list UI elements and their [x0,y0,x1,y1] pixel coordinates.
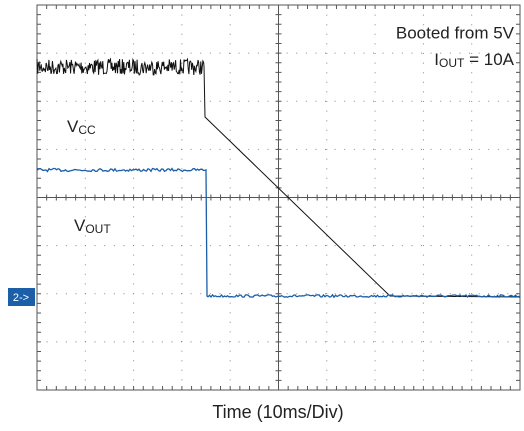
vcc-trace [36,57,521,298]
trace-label: VCC [67,117,96,137]
traces [36,57,521,299]
annotation-rest: = 10A [464,50,514,69]
trace-label-main: V [74,216,86,235]
annotation: Booted from 5V [396,23,515,42]
trace-label-sub: OUT [85,222,111,236]
grid [36,4,520,391]
annotation-main: I [434,50,439,69]
x-axis-label: Time (10ms/Div) [212,402,343,422]
channel-marker: 2-> [13,292,29,304]
vout-trace [36,167,521,299]
trace-label-main: V [67,117,79,136]
trace-label: VOUT [74,216,111,236]
trace-label-sub: CC [78,123,96,137]
annotation: IOUT = 10A [434,50,514,70]
channel-marker-bg [8,288,35,306]
annotation-sub: OUT [439,56,465,70]
